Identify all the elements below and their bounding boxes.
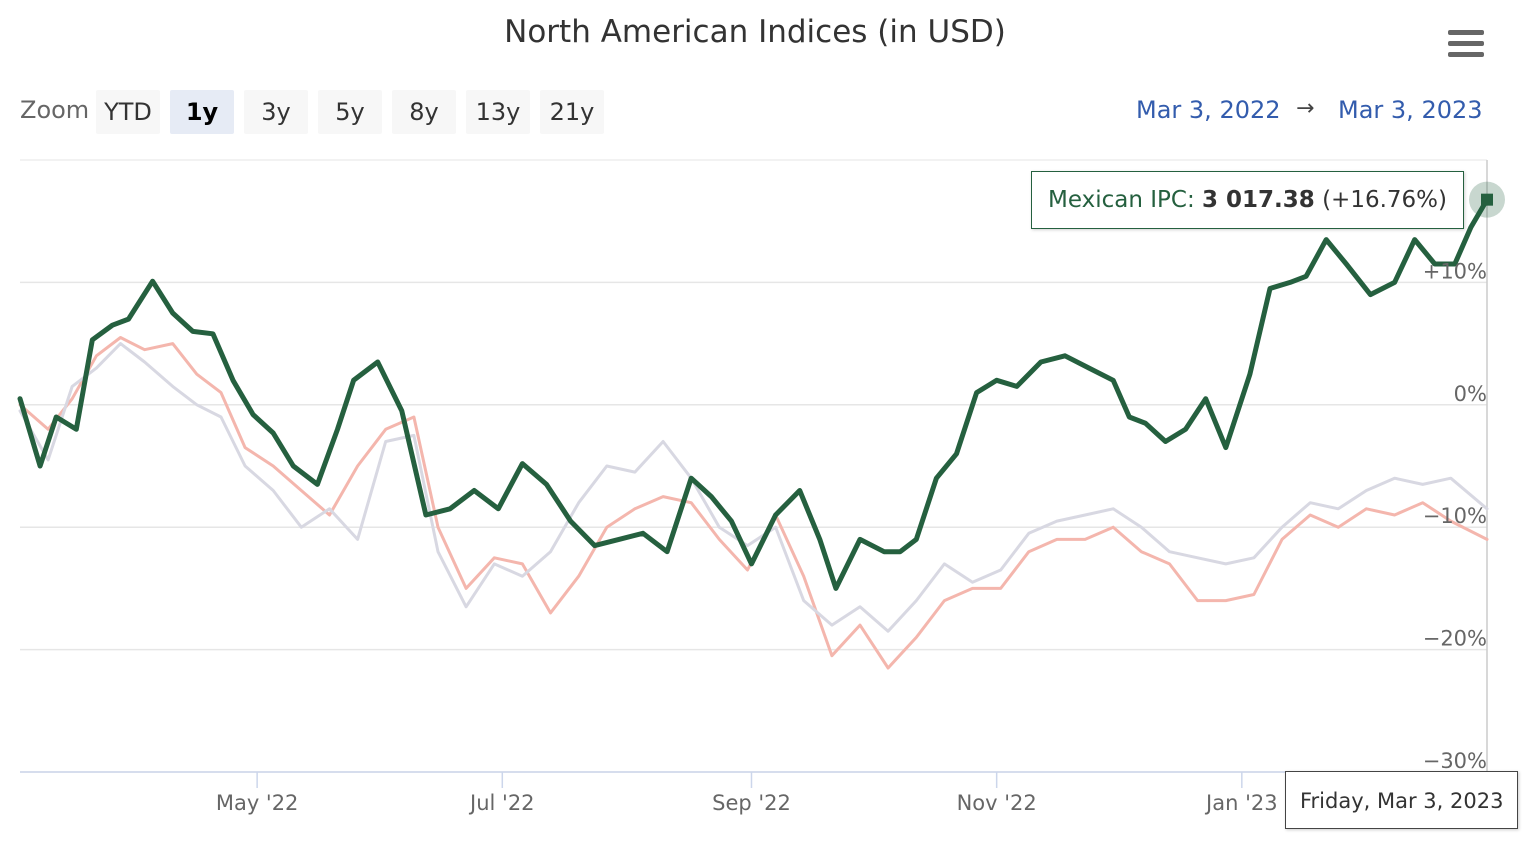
x-tick-label: Nov '22 bbox=[957, 791, 1037, 815]
y-tick-label: −20% bbox=[1423, 627, 1487, 651]
y-tick-label: −10% bbox=[1423, 504, 1487, 528]
series-line-faded-0[interactable] bbox=[20, 338, 1487, 669]
x-tick-label: May '22 bbox=[216, 791, 299, 815]
hover-marker bbox=[1481, 194, 1493, 206]
tooltip-separator: : bbox=[1187, 187, 1195, 213]
x-tick-label: Jan '23 bbox=[1204, 791, 1278, 815]
series-line-faded-1[interactable] bbox=[20, 344, 1487, 632]
y-tick-label: −30% bbox=[1423, 749, 1487, 773]
y-tick-label: 0% bbox=[1454, 382, 1487, 406]
tooltip-series-name: Mexican IPC bbox=[1048, 187, 1187, 213]
x-tick-label: Jul '22 bbox=[468, 791, 535, 815]
date-tooltip: Friday, Mar 3, 2023 bbox=[1285, 771, 1518, 829]
series-line-mexican-ipc[interactable] bbox=[20, 200, 1487, 589]
y-tick-label: +10% bbox=[1423, 259, 1487, 283]
tooltip-change: (+16.76%) bbox=[1322, 187, 1447, 213]
x-tick-label: Sep '22 bbox=[712, 791, 791, 815]
series-tooltip: Mexican IPC: 3 017.38 (+16.76%) bbox=[1031, 171, 1464, 229]
tooltip-value: 3 017.38 bbox=[1202, 187, 1315, 213]
